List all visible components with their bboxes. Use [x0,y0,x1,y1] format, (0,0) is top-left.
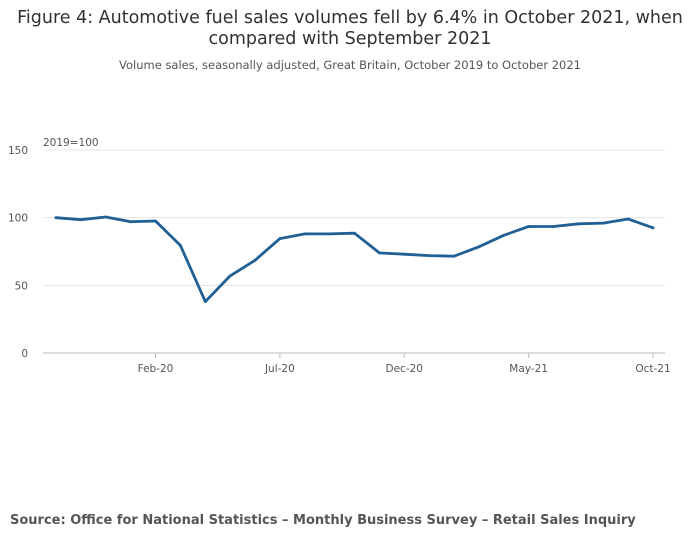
series-line [54,215,655,304]
data-point [427,254,431,257]
x-axis-ticks: Feb-20 Jul-20 Dec-20 May-21 Oct-21 [138,353,671,375]
data-point [377,251,381,255]
gridlines [43,149,665,354]
x-tick-label: May-21 [509,363,548,375]
data-point [502,233,506,237]
data-point [576,222,580,226]
data-point [303,232,307,236]
data-point [104,215,108,219]
data-point [452,254,456,258]
y-axis-ticks: 0 50 100 150 [8,145,28,360]
x-tick-label: Feb-20 [138,363,174,375]
data-point [402,252,406,256]
x-tick-label: Oct-21 [635,363,670,375]
x-tick-label: Jul-20 [264,363,295,375]
data-point [552,225,555,228]
data-point [178,244,182,247]
y-tick-label: 100 [8,213,28,225]
chart-title: Figure 4: Automotive fuel sales volumes … [17,8,683,49]
line-chart: 0 50 100 150 2019=100 Feb-20 Jul-20 Dec-20 May… [8,137,671,375]
data-point [79,218,83,222]
data-point [601,221,605,225]
source-note: Source: Office for National Statistics –… [10,513,636,528]
y-tick-label: 50 [15,280,28,292]
data-point [651,226,655,230]
data-point [477,245,481,249]
data-point [129,220,133,224]
y-tick-label: 150 [8,145,28,157]
data-point [328,232,332,236]
data-point [203,300,207,303]
data-point [228,274,232,278]
y-axis-label: 2019=100 [43,137,99,149]
data-point [154,219,157,223]
data-point [353,231,356,235]
data-point [527,225,531,228]
data-point [278,237,282,241]
data-point [253,258,257,262]
chart-subtitle: Volume sales, seasonally adjusted, Great… [119,58,581,72]
x-tick-label: Dec-20 [386,363,423,375]
y-tick-label: 0 [21,348,28,360]
series-lines [54,215,655,304]
data-point [54,216,58,220]
data-point [626,217,630,221]
